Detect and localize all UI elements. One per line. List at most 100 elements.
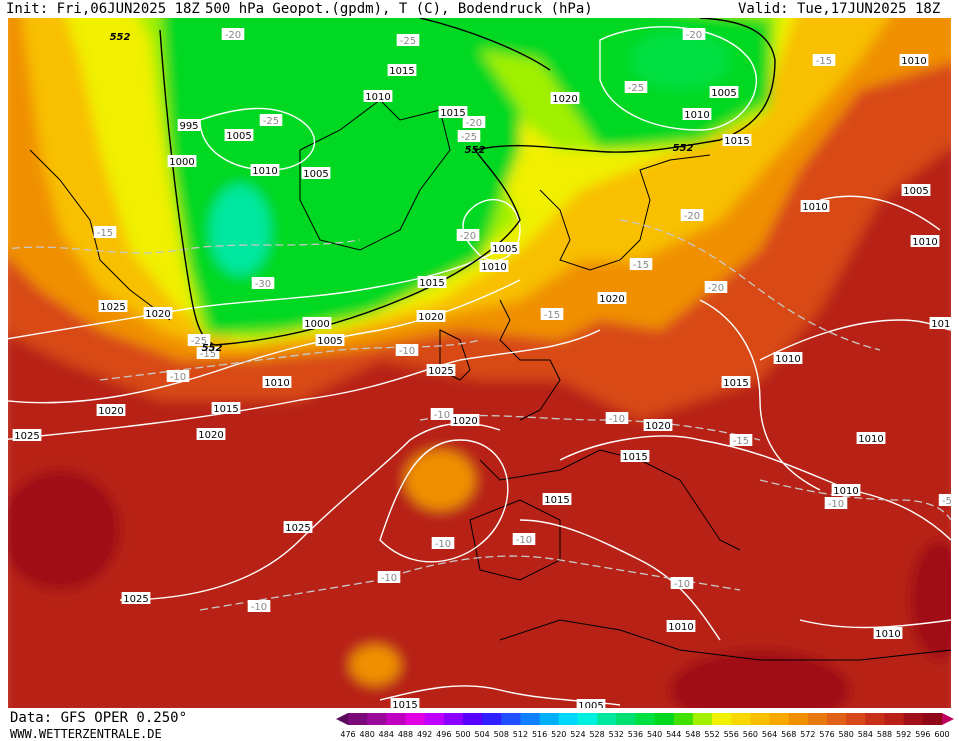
svg-text:-20: -20 xyxy=(708,283,724,294)
svg-text:1005: 1005 xyxy=(317,336,342,347)
map-header: Init: Fri,06JUN2025 18Z 500 hPa Geopot.(… xyxy=(0,0,959,18)
colorbar-tick-label: 476 xyxy=(340,730,355,739)
svg-text:-10: -10 xyxy=(399,346,415,357)
colorbar-tick-label: 544 xyxy=(666,730,681,739)
svg-text:-10: -10 xyxy=(828,499,844,510)
svg-text:-20: -20 xyxy=(684,211,700,222)
svg-text:-5: -5 xyxy=(942,496,951,507)
color-swatch xyxy=(367,713,387,725)
colorbar-tick-label: 584 xyxy=(858,730,873,739)
color-swatch xyxy=(654,713,675,725)
temperature-label: -30 xyxy=(251,277,275,290)
color-swatch xyxy=(443,713,464,725)
pressure-label: 1010 xyxy=(856,432,886,445)
pressure-label: 1005 xyxy=(301,167,331,180)
svg-text:-15: -15 xyxy=(544,310,560,321)
temperature-label: -15 xyxy=(729,434,753,447)
colorbar-tick-label: 488 xyxy=(398,730,413,739)
temperature-label: -20 xyxy=(221,28,245,41)
svg-text:1015: 1015 xyxy=(213,404,238,415)
svg-text:1020: 1020 xyxy=(98,406,123,417)
color-swatch xyxy=(558,713,579,725)
map-footer: Data: GFS OPER 0.250° WWW.WETTERZENTRALE… xyxy=(0,708,959,741)
pressure-label: 1010 xyxy=(262,376,292,389)
pressure-label: 1020 xyxy=(96,404,126,417)
temperature-label: -5 xyxy=(938,494,951,507)
pressure-label: 995 xyxy=(177,119,201,132)
colorbar-tick-label: 580 xyxy=(839,730,854,739)
colorbar-tick-label: 540 xyxy=(647,730,662,739)
site-url: WWW.WETTERZENTRALE.DE xyxy=(10,727,162,741)
temperature-label: -25 xyxy=(259,114,283,127)
svg-text:1010: 1010 xyxy=(264,378,289,389)
isobars xyxy=(8,26,951,706)
colorbar-tick-label: 568 xyxy=(781,730,796,739)
color-swatch xyxy=(348,713,368,725)
svg-text:1010: 1010 xyxy=(365,92,390,103)
geopotential-labels: 552 552 552 552 xyxy=(110,32,694,354)
pressure-label: 1010 xyxy=(899,54,929,67)
color-swatch xyxy=(336,713,348,725)
temperature-label: -15 xyxy=(812,54,836,67)
temperature-label: -10 xyxy=(166,370,190,383)
color-swatch xyxy=(922,713,943,725)
color-swatch xyxy=(539,713,560,725)
color-swatch xyxy=(386,713,406,725)
pressure-label: 1010 xyxy=(800,200,830,213)
svg-text:-15: -15 xyxy=(200,349,216,360)
svg-text:1025: 1025 xyxy=(14,431,39,442)
pressure-label: 1025 xyxy=(121,592,151,605)
svg-text:552: 552 xyxy=(673,143,694,154)
pressure-label: 1010 xyxy=(363,90,393,103)
svg-text:-20: -20 xyxy=(466,118,482,129)
colorbar-tick-label: 504 xyxy=(474,730,489,739)
colorbar-tick-label: 508 xyxy=(494,730,509,739)
temperature-label: -25 xyxy=(396,34,420,47)
pressure-label: 1020 xyxy=(597,292,627,305)
geopotential-label: 552 xyxy=(202,343,223,354)
pressure-label: 1025 xyxy=(283,521,313,534)
temperature-label: -10 xyxy=(670,577,694,590)
svg-text:1015: 1015 xyxy=(419,278,444,289)
geopotential-label: 552 xyxy=(465,145,486,156)
temperature-label: -20 xyxy=(462,116,486,129)
svg-text:1010: 1010 xyxy=(875,629,900,640)
color-swatch xyxy=(942,713,954,725)
svg-text:1010: 1010 xyxy=(252,166,277,177)
svg-text:552: 552 xyxy=(110,32,131,43)
pressure-label: 1020 xyxy=(550,92,580,105)
valid-time: Valid: Tue,17JUN2025 18Z xyxy=(738,1,941,17)
svg-text:-10: -10 xyxy=(434,410,450,421)
svg-text:-10: -10 xyxy=(609,414,625,425)
colorbar-tick-label: 512 xyxy=(513,730,528,739)
color-swatch xyxy=(501,713,521,725)
colorbar-tick-label: 564 xyxy=(762,730,777,739)
colorbar-tick-label: 480 xyxy=(360,730,375,739)
color-swatch xyxy=(884,713,905,725)
pressure-label: 1020 xyxy=(416,310,446,323)
colorbar-tick-label: 532 xyxy=(609,730,624,739)
temperature-label: -25 xyxy=(187,334,211,347)
pressure-label: 1015 xyxy=(417,276,447,289)
svg-text:-15: -15 xyxy=(733,436,749,447)
geopotential-label: 552 xyxy=(110,32,131,43)
pressure-label: 1005 xyxy=(709,86,739,99)
pressure-label: 1015 xyxy=(722,134,752,147)
temperature-label: -20 xyxy=(682,28,706,41)
colorbar-tick-label: 560 xyxy=(743,730,758,739)
color-swatch xyxy=(846,713,866,725)
pressure-label: 1015 xyxy=(721,376,751,389)
svg-text:1015: 1015 xyxy=(723,378,748,389)
pressure-label: 1010 xyxy=(929,317,951,330)
svg-text:1015: 1015 xyxy=(724,136,749,147)
pressure-label: 1005 xyxy=(576,699,606,708)
pressure-label: 1010 xyxy=(773,352,803,365)
color-swatch xyxy=(788,713,809,725)
svg-text:1015: 1015 xyxy=(392,700,417,708)
pressure-label: 1010 xyxy=(250,164,280,177)
svg-text:1015: 1015 xyxy=(389,66,414,77)
svg-text:1015: 1015 xyxy=(440,108,465,119)
svg-text:-10: -10 xyxy=(516,535,532,546)
pressure-label: 1025 xyxy=(98,300,128,313)
svg-text:995: 995 xyxy=(179,121,198,132)
